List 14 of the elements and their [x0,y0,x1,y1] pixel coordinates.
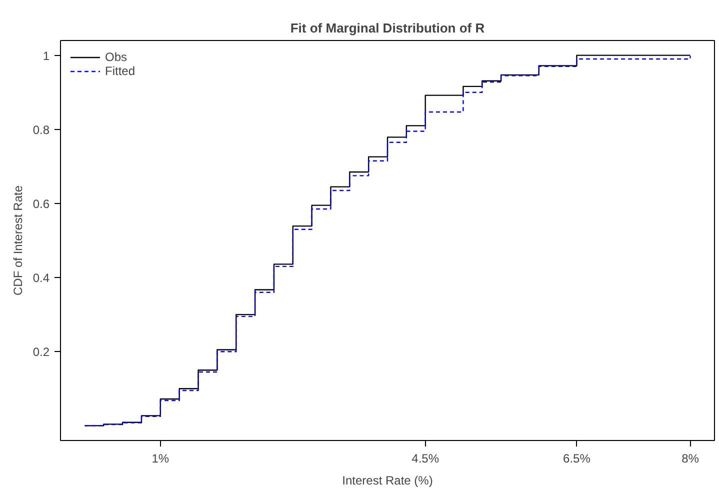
y-tick-label: 0.8 [32,122,50,137]
y-tick-label: 1 [42,48,50,63]
legend-label: Fitted [105,64,136,78]
y-axis-title: CDF of Interest Rate [10,185,25,296]
x-tick-label: 1% [152,452,170,466]
x-tick-label: 6.5% [563,452,591,466]
x-tick-label: 4.5% [412,452,440,466]
y-tick-label: 0.4 [32,271,50,286]
y-tick-label: 0.6 [32,196,50,211]
x-tick-label: 8% [682,452,700,466]
chart-title: Fit of Marginal Distribution of R [290,20,486,36]
x-axis-title: Interest Rate (%) [342,474,433,488]
y-tick-label: 0.2 [32,345,50,360]
legend-label: Obs [105,50,128,64]
